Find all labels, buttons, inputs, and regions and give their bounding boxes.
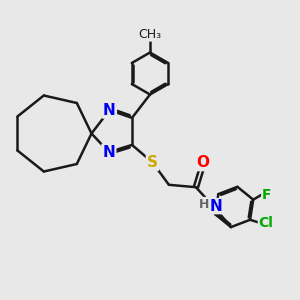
Text: S: S <box>147 155 158 170</box>
Text: Cl: Cl <box>258 216 273 230</box>
Text: N: N <box>103 145 115 160</box>
Text: N: N <box>103 103 116 118</box>
Text: O: O <box>196 155 209 170</box>
Text: F: F <box>262 188 271 202</box>
Text: H: H <box>199 197 209 211</box>
Text: N: N <box>210 199 222 214</box>
Text: CH₃: CH₃ <box>138 28 162 41</box>
